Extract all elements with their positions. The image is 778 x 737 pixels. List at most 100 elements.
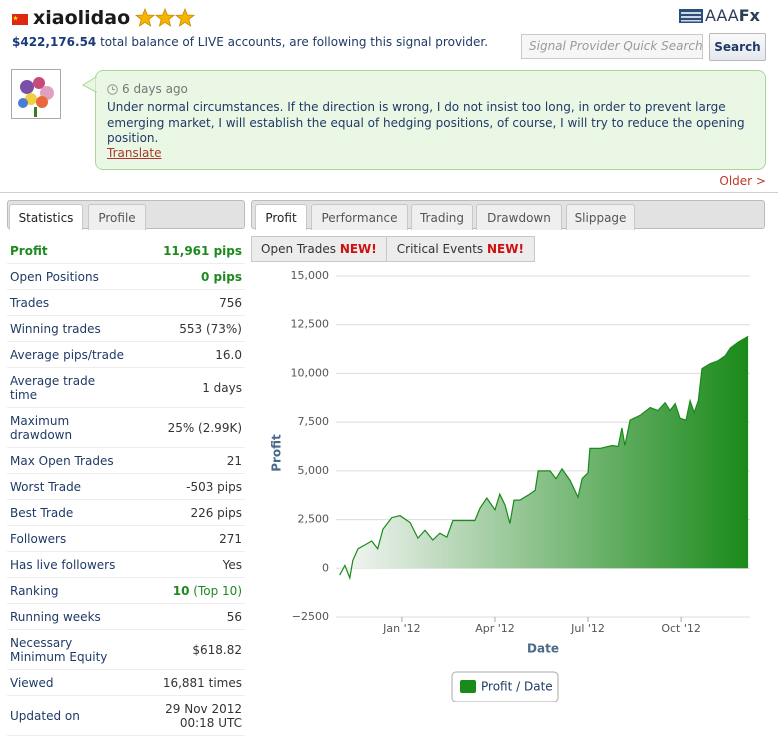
- stats-table: Profit 11,961 pips Open Positions 0 pips Tra…: [7, 238, 245, 737]
- stat-value-text: 25% (2.99K): [167, 421, 242, 435]
- stat-value: 1 days: [127, 369, 245, 408]
- stat-value-text: 16.0: [215, 348, 242, 362]
- search-button[interactable]: Search: [709, 33, 766, 61]
- stat-label: Necessary Minimum Equity: [7, 631, 127, 670]
- line: [339, 335, 749, 581]
- stat-value: -503 pips: [127, 475, 245, 500]
- stat-value-text: 16,881 times: [162, 676, 242, 690]
- tab[interactable]: Profile: [88, 204, 146, 230]
- stat-value-text: 29 Nov 2012 00:18 UTC: [165, 702, 242, 730]
- stat-label: Average pips/trade: [7, 343, 127, 368]
- stat-value-text: 21: [226, 454, 242, 468]
- stat-value-text: 226 pips: [190, 506, 242, 520]
- stat-value-text: $618.82: [192, 643, 242, 657]
- stat-value: 10 (Top 10): [127, 579, 245, 604]
- stat-label: Profit: [7, 239, 127, 264]
- legend-swatch: [460, 680, 476, 693]
- balance: $422,176.54: [12, 35, 97, 49]
- sub-tab-label: Critical Events: [396, 242, 484, 256]
- tab[interactable]: Trading: [411, 204, 473, 230]
- stats-row: Ranking 10 (Top 10): [7, 579, 245, 604]
- stats-row: Maximum drawdown 25% (2.99K): [7, 409, 245, 448]
- stat-value-text: 0 pips: [201, 270, 242, 284]
- older-link[interactable]: Older >: [719, 174, 766, 188]
- sub-tab-label: Open Trades: [261, 242, 336, 256]
- y-tick-label: 15,000: [291, 269, 330, 282]
- left-tabbar: Statistics Profile: [7, 200, 245, 230]
- stat-value: Yes: [127, 553, 245, 578]
- stat-value-text: 11,961 pips: [163, 244, 242, 258]
- stats-row: Profit 11,961 pips: [7, 239, 245, 264]
- stat-value-text: -503 pips: [186, 480, 242, 494]
- y-tick-label: 0: [322, 561, 329, 574]
- stat-value-text: 1 days: [202, 381, 242, 395]
- stat-value: 271: [127, 527, 245, 552]
- stats-row: Viewed 16,881 times: [7, 671, 245, 696]
- stat-value: 16,881 times: [127, 671, 245, 696]
- x-tick-label: Apr '12: [475, 622, 515, 635]
- stat-value-text: 271: [219, 532, 242, 546]
- tab[interactable]: Drawdown: [476, 204, 562, 230]
- stat-label: Trades: [7, 291, 127, 316]
- page: xiaolidao $422,176.54 total balance of L…: [0, 6, 778, 736]
- stat-value: 553 (73%): [127, 317, 245, 342]
- tab[interactable]: Slippage: [566, 204, 635, 230]
- stats-row: Updated on 29 Nov 2012 00:18 UTC: [7, 697, 245, 736]
- stat-label: Running weeks: [7, 605, 127, 630]
- stats-row: Trades 756: [7, 291, 245, 316]
- sub-tabbar: Open Trades NEW! Critical Events NEW!: [251, 236, 535, 262]
- stats-row: Has live followers Yes: [7, 553, 245, 578]
- flag: [12, 14, 28, 25]
- stats-row: Open Positions 0 pips: [7, 265, 245, 290]
- stat-value: 56: [127, 605, 245, 630]
- divider: [0, 192, 778, 193]
- x-axis-label: Date: [527, 642, 559, 656]
- y-tick-label: −2500: [292, 610, 329, 623]
- sub-tab[interactable]: Critical Events NEW!: [387, 237, 534, 261]
- tab[interactable]: Statistics: [9, 204, 83, 230]
- clock-icon: [107, 84, 118, 95]
- stat-label: Viewed: [7, 671, 127, 696]
- stat-value-text: 553 (73%): [179, 322, 242, 336]
- stats-row: Average trade time 1 days: [7, 369, 245, 408]
- new-badge: NEW!: [487, 242, 524, 256]
- stat-value: 25% (2.99K): [127, 409, 245, 448]
- x-tick-label: Jan '12: [382, 622, 420, 635]
- y-tick-label: 12,500: [291, 318, 330, 331]
- stat-value-text: Yes: [222, 558, 242, 572]
- y-axis-label: Profit: [270, 434, 284, 472]
- sub-tab[interactable]: Open Trades NEW!: [252, 237, 387, 261]
- stat-label: Worst Trade: [7, 475, 127, 500]
- logo-text: AAA: [705, 6, 739, 25]
- stat-value: 756: [127, 291, 245, 316]
- stat-label: Best Trade: [7, 501, 127, 526]
- y-tick-label: 5,000: [298, 464, 330, 477]
- stats-row: Average pips/trade 16.0: [7, 343, 245, 368]
- y-tick-label: 7,500: [298, 415, 330, 428]
- logo-text-bold: Fx: [738, 6, 760, 25]
- search-input[interactable]: Signal Provider Quick Search: [521, 34, 703, 59]
- tab[interactable]: Performance: [311, 204, 408, 230]
- stat-value-text: 10: [172, 584, 190, 598]
- logo: AAAFx: [705, 6, 760, 25]
- stats-row: Running weeks 56: [7, 605, 245, 630]
- new-badge: NEW!: [339, 242, 377, 256]
- translate-link[interactable]: Translate: [107, 146, 162, 160]
- logo-icon: [679, 9, 703, 23]
- stat-value: 29 Nov 2012 00:18 UTC: [127, 697, 245, 736]
- avatar: [11, 69, 61, 119]
- x-tick-label: Oct '12: [661, 622, 701, 635]
- stat-value-text: 756: [219, 296, 242, 310]
- stat-label: Maximum drawdown: [7, 409, 127, 448]
- stat-value-text: 56: [226, 610, 242, 624]
- stat-value: 226 pips: [127, 501, 245, 526]
- legend-label: Profit / Date: [481, 680, 553, 694]
- comment-time: 6 days ago: [122, 82, 188, 96]
- bubble-pointer: [82, 76, 97, 93]
- tab[interactable]: Profit: [255, 204, 307, 230]
- stats-row: Best Trade 226 pips: [7, 501, 245, 526]
- balance-line: $422,176.54 total balance of LIVE accoun…: [12, 35, 488, 49]
- y-tick-label: 10,000: [291, 366, 330, 379]
- legend-box[interactable]: [451, 671, 559, 702]
- y-tick-label: 2,500: [298, 513, 330, 526]
